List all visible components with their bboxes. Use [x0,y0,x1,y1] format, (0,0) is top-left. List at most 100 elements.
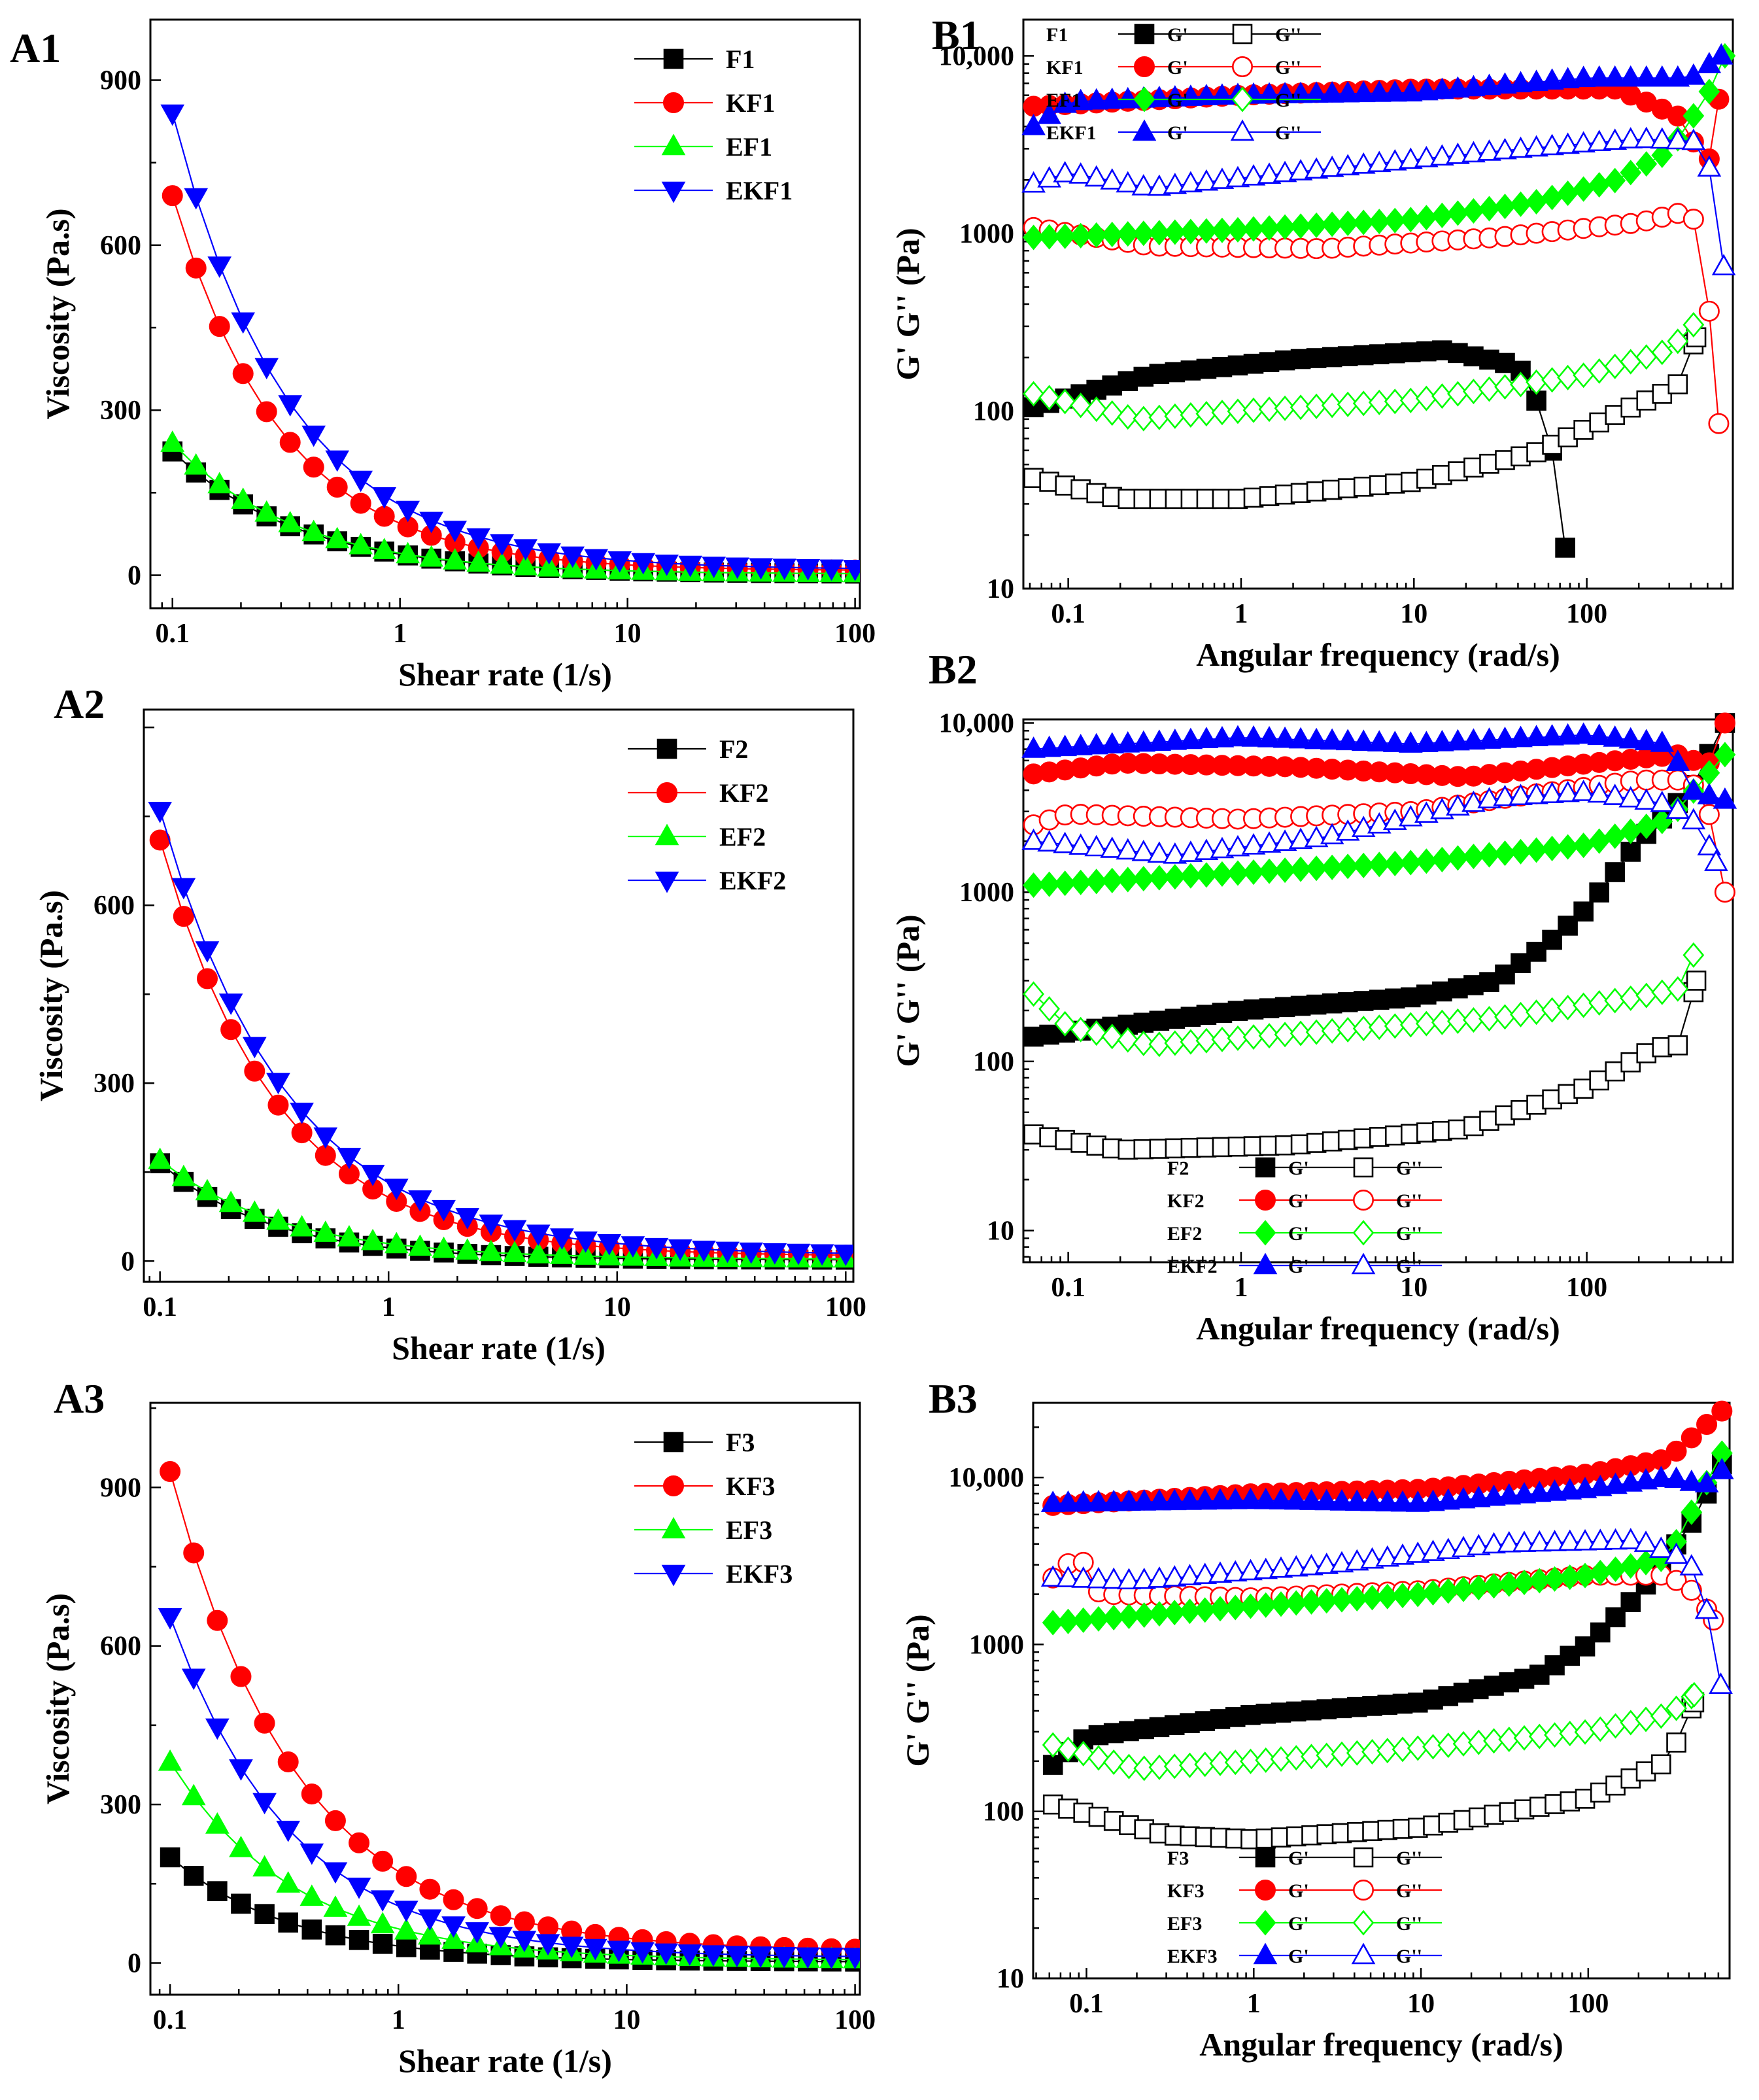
data-point-EKF2-gp [1618,727,1643,749]
data-point-EF2-gp [1227,860,1249,886]
data-point-KF3-gp [1696,1414,1718,1436]
data-point-EF2-gp [1054,870,1076,897]
data-point-EF2-gp [1274,857,1296,884]
data-point-EF3-gpp [1683,1681,1705,1708]
data-point-EKF1-gp [1556,67,1580,89]
data-point-EF3-gpp [1635,1706,1657,1732]
data-point-EF2-gpp [1682,942,1705,968]
series-EKF2-gpp [1021,780,1728,871]
y-tick-label: 10 [997,1964,1024,1994]
data-point-EF2-gp [1133,866,1155,892]
data-point-EKF1-gpp [1446,143,1470,164]
data-point-EKF2 [502,1220,527,1242]
data-point-EF1 [466,550,490,572]
data-point-EKF1-gp [1477,73,1501,95]
legend-label-EF1: EF1 [726,132,772,162]
data-point-EF1 [419,545,444,567]
data-point-EKF2-gpp [1304,825,1329,848]
data-point-EKF3-gpp [1482,1532,1506,1554]
panel-label: A2 [54,681,105,727]
legend-marker-EF2 [655,823,679,846]
data-point-EKF2 [833,1245,853,1266]
data-point-EKF1-gp [1021,114,1046,135]
data-point-EKF3-gp [1101,1489,1126,1511]
data-point-EKF1-gp [1493,72,1517,94]
data-point-EF3 [418,1923,442,1945]
y-tick-label: 300 [94,1069,135,1099]
data-point-EF3 [229,1835,253,1857]
series-EF3-gp [1042,1440,1733,1636]
data-point-EF2-gpp [1337,1016,1359,1042]
data-point-EF2-gp [1195,862,1218,888]
data-point-KF3-gpp [1665,1570,1687,1591]
data-point-EF1-gpp [1289,394,1312,421]
data-point-EF2-gp [1446,845,1469,871]
data-point-EKF3-gpp [1527,1530,1552,1552]
data-point-EF1-gpp [1195,401,1218,427]
data-point-EKF2 [550,1228,574,1250]
data-point-KF3 [490,1905,511,1927]
data-point-EF1-gp [1180,218,1202,245]
data-point-EF2-gp [1258,858,1280,884]
data-point-EKF3-gp [1040,1490,1065,1512]
data-point-EF2 [148,1147,172,1169]
data-point-KF1-gpp [1682,209,1704,230]
data-point-KF2 [196,968,218,990]
data-point-EKF3-gpp [1436,1538,1461,1559]
data-point-EKF1-gpp [1618,127,1643,148]
data-point-EF1-gpp [1337,391,1359,417]
data-point-KF3-gp [1665,1440,1687,1462]
data-point-EKF2 [597,1233,622,1256]
data-point-EF3-gpp [1559,1721,1581,1747]
data-point-EF1 [396,542,420,564]
series-EF2-gpp [1023,942,1705,1058]
y-tick-label: 900 [100,1473,141,1503]
data-point-EF1-gpp [1070,392,1092,419]
data-point-EF3-gpp [1179,1752,1201,1778]
data-point-EF2-gpp [1148,1031,1170,1058]
data-point-EKF2-gp [1414,731,1439,752]
data-point-EKF3 [181,1668,206,1691]
data-point-EF2-gpp [1463,1007,1484,1033]
data-point-EF1-gp [1573,176,1595,202]
y-axis-title: Viscosity (Pa.s) [39,1593,76,1804]
data-point-EF1-gp [1399,207,1422,233]
data-point-EF2-gp [1541,835,1563,861]
legend-marker-KF3-gp [1255,1880,1276,1901]
data-point-EF3-gp [1102,1604,1125,1630]
data-point-EKF3-gpp [1254,1557,1278,1579]
data-point-EF2-gpp [1494,1004,1516,1030]
legend-marker-F3-gpp [1353,1847,1374,1868]
data-point-EF3-gpp [1483,1728,1505,1754]
data-point-EKF3-gp [1558,1478,1582,1500]
data-point-EKF1 [254,358,279,379]
y-axis-title: G' G'' (Pa) [899,1614,936,1766]
data-point-EKF2 [290,1103,314,1124]
data-point-EF3-gp [1255,1592,1277,1618]
data-point-EKF2-gp [1210,725,1235,748]
data-point-EKF1-gpp [1068,162,1093,184]
data-point-EKF2-gpp [1587,781,1611,803]
data-point-EF1-gpp [1384,388,1406,415]
legend-marker-F1-gp [1134,24,1155,44]
legend-label-KF1: KF1 [726,88,776,118]
data-point-EKF1-gpp [1665,128,1690,150]
plot-frame [143,708,855,1283]
x-tick-label: 10 [604,1292,631,1322]
data-point-EF1-gpp [1274,395,1296,421]
x-tick-label: 10 [1400,1273,1427,1303]
data-point-EKF1 [207,256,232,278]
data-point-EF1-gp [1588,172,1611,198]
data-point-EF2-gp [1148,865,1170,891]
data-point-EKF3 [488,1927,513,1949]
data-point-EF3-gpp [1574,1719,1596,1745]
data-point-EKF3-gpp [1360,1547,1384,1569]
data-point-EF2-gp [1242,859,1265,886]
data-point-EF1-gp [1682,103,1705,129]
legend-gp-label: G' [1167,122,1188,144]
data-point-EF1-gpp [1588,358,1611,384]
data-point-EKF2-gpp [1116,838,1140,860]
data-point-EF3-gp [1301,1589,1322,1615]
data-point-EKF1-gp [1367,80,1392,102]
series-EKF3-gp [1040,1458,1734,1512]
